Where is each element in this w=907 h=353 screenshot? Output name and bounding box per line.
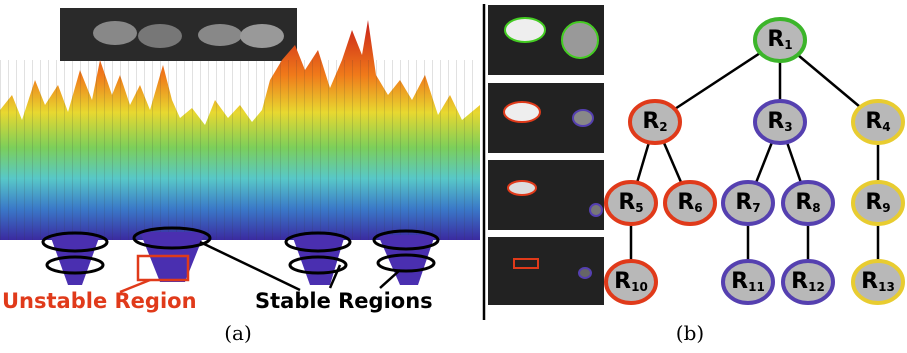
tree-node: R1: [755, 19, 805, 61]
node-subscript: 1: [784, 38, 792, 52]
unstable-label: Unstable Region: [2, 289, 197, 313]
node-subscript: 8: [812, 201, 820, 215]
tree-node: R13: [853, 261, 903, 303]
node-letter: R: [795, 190, 812, 215]
surface-plot: [0, 8, 480, 292]
node-subscript: 11: [748, 280, 765, 294]
tree-node: R3: [755, 101, 805, 143]
node-subscript: 9: [882, 201, 890, 215]
thumbnails: [488, 5, 604, 305]
tree-edges: [631, 40, 878, 282]
node-letter: R: [861, 269, 878, 294]
node-letter: R: [642, 109, 659, 134]
tree-node: R7: [723, 182, 773, 224]
tree-node: R12: [783, 261, 833, 303]
figure: Unstable Region Stable Regions (a) R1R2R…: [0, 0, 907, 353]
node-subscript: 6: [694, 201, 702, 215]
node-letter: R: [865, 190, 882, 215]
node-subscript: 12: [808, 280, 825, 294]
tree-node: R11: [723, 261, 773, 303]
node-subscript: 2: [659, 120, 667, 134]
node-letter: R: [735, 190, 752, 215]
node-subscript: 5: [635, 201, 643, 215]
node-letter: R: [791, 269, 808, 294]
tree-node: R4: [853, 101, 903, 143]
tree-node: R8: [783, 182, 833, 224]
node-subscript: 7: [752, 201, 760, 215]
node-letter: R: [767, 27, 784, 52]
node-letter: R: [618, 190, 635, 215]
caption: (a): [224, 321, 252, 345]
tree-node: R5: [606, 182, 656, 224]
tree-node: R2: [630, 101, 680, 143]
node-letter: R: [677, 190, 694, 215]
node-letter: R: [865, 109, 882, 134]
caption: (b): [676, 321, 704, 345]
tree-node: R6: [665, 182, 715, 224]
node-subscript: 10: [631, 280, 648, 294]
tree-node: R10: [606, 261, 656, 303]
node-subscript: 3: [784, 120, 792, 134]
node-letter: R: [731, 269, 748, 294]
tree-node: R9: [853, 182, 903, 224]
node-letter: R: [767, 109, 784, 134]
node-subscript: 4: [882, 120, 890, 134]
node-subscript: 13: [878, 280, 895, 294]
node-letter: R: [614, 269, 631, 294]
stable-label: Stable Regions: [255, 289, 433, 313]
